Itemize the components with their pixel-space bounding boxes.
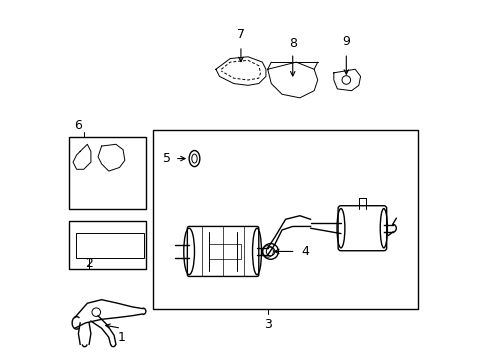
Bar xyxy=(69,137,146,208)
Text: 8: 8 xyxy=(288,37,296,50)
Bar xyxy=(208,244,241,258)
Text: 6: 6 xyxy=(74,119,82,132)
Text: 1: 1 xyxy=(117,331,125,344)
FancyBboxPatch shape xyxy=(337,206,386,251)
FancyBboxPatch shape xyxy=(187,226,258,276)
Text: 9: 9 xyxy=(342,35,349,48)
Text: 7: 7 xyxy=(237,28,244,41)
Text: 4: 4 xyxy=(300,245,308,258)
Bar xyxy=(76,233,143,257)
Text: 5: 5 xyxy=(163,152,171,165)
Text: 2: 2 xyxy=(85,257,93,270)
Bar xyxy=(69,221,146,269)
Bar xyxy=(153,130,417,309)
Text: 3: 3 xyxy=(263,318,271,330)
